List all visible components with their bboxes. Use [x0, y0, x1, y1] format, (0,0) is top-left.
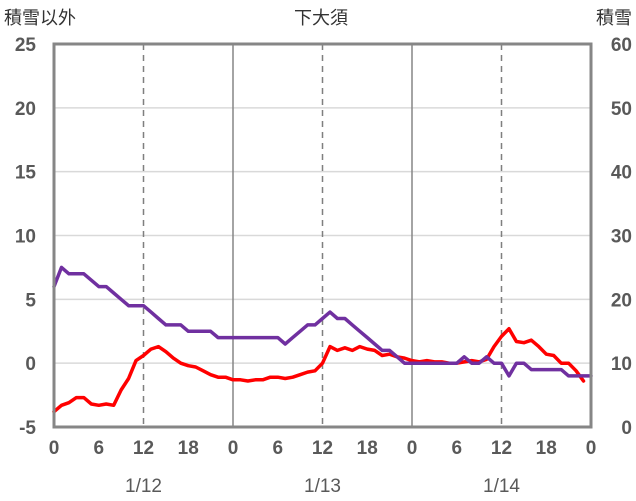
- grid-lines: [54, 44, 591, 427]
- x-tick-label: 0: [228, 438, 239, 459]
- y-left-tick-label: 15: [15, 163, 37, 184]
- x-tick-label: 18: [536, 438, 557, 459]
- date-label: 1/14: [483, 476, 520, 497]
- right-axis-title: 積雪: [596, 8, 632, 29]
- y-right-tick-label: 50: [611, 99, 632, 120]
- y-right-tick-label: 0: [621, 418, 632, 439]
- x-tick-label: 18: [357, 438, 378, 459]
- y-left-tick-label: -5: [19, 418, 36, 439]
- chart-title: 下大須: [294, 8, 348, 29]
- x-tick-label: 12: [133, 438, 154, 459]
- series-line-snow-depth: [52, 265, 593, 378]
- left-axis-title: 積雪以外: [4, 8, 76, 29]
- y-right-tick-label: 10: [611, 354, 632, 375]
- x-tick-label: 18: [178, 438, 199, 459]
- y-left-tick-label: 20: [15, 99, 36, 120]
- date-label: 1/12: [125, 476, 162, 497]
- y-right-tick-label: 40: [611, 163, 632, 184]
- y-left-tick-label: 5: [25, 290, 36, 311]
- y-left-tick-label: 10: [15, 227, 36, 248]
- plot-frame: [52, 42, 593, 429]
- y-right-tick-label: 20: [611, 290, 632, 311]
- x-tick-label: 12: [312, 438, 333, 459]
- y-left-tick-label: 0: [25, 354, 36, 375]
- x-tick-label: 6: [272, 438, 283, 459]
- y-left-tick-label: 25: [15, 35, 37, 56]
- x-tick-label: 6: [451, 438, 462, 459]
- series-lines: [52, 265, 593, 414]
- y-right-tick-label: 30: [611, 227, 632, 248]
- series-line-other: [52, 326, 586, 414]
- y-right-tick-label: 60: [611, 35, 632, 56]
- date-label: 1/13: [304, 476, 341, 497]
- x-tick-label: 6: [93, 438, 104, 459]
- x-tick-label: 12: [491, 438, 512, 459]
- x-tick-label: 0: [407, 438, 418, 459]
- x-tick-label: 0: [586, 438, 597, 459]
- x-tick-label: 0: [49, 438, 60, 459]
